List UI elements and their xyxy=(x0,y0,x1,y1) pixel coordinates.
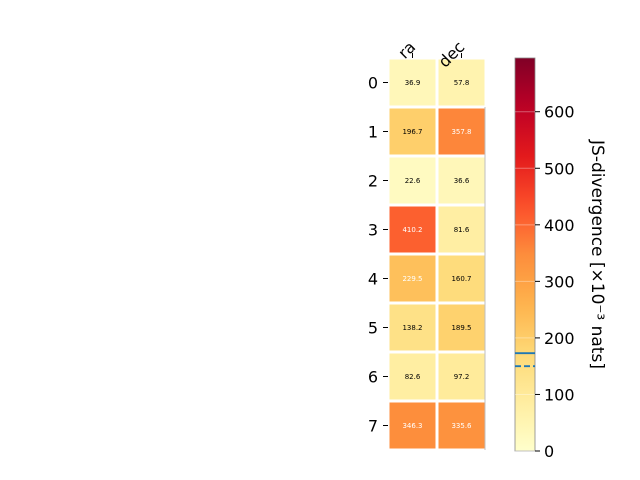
heatmap-cell xyxy=(389,157,436,204)
cell-value-label: 57.8 xyxy=(454,79,470,87)
colorbar-gradient xyxy=(514,57,536,452)
cell-value-label: 97.2 xyxy=(454,373,470,381)
colorbar-tick-label: 0 xyxy=(544,442,554,461)
row-tick-label: 0 xyxy=(368,74,378,93)
heatmap-cell xyxy=(438,206,485,253)
heatmap-cell xyxy=(438,59,485,106)
colorbar-tick-label: 300 xyxy=(544,272,575,291)
row-tick-label: 7 xyxy=(368,417,378,436)
cell-value-label: 196.7 xyxy=(402,128,422,136)
heatmap-cell xyxy=(438,108,485,155)
heatmap-cell xyxy=(438,353,485,400)
cell-value-label: 22.6 xyxy=(405,177,421,185)
column-tick-label: ra xyxy=(394,37,419,62)
colorbar-tick-label: 200 xyxy=(544,329,575,348)
cell-value-label: 357.8 xyxy=(451,128,471,136)
heatmap-cell xyxy=(389,255,436,302)
cell-value-label: 229.5 xyxy=(402,275,422,283)
cell-value-label: 160.7 xyxy=(451,275,471,283)
colorbar-label: JS-divergence [×10⁻³ nats] xyxy=(587,139,607,369)
colorbar: 0 100 200 300 400 500 600 JS-divergence [×10⁻³ … xyxy=(514,57,607,461)
colorbar-tick-label: 500 xyxy=(544,159,575,178)
heatmap-cell xyxy=(389,59,436,106)
row-tick-label: 3 xyxy=(368,221,378,240)
heatmap-cell xyxy=(389,353,436,400)
colorbar-tick-label: 100 xyxy=(544,385,575,404)
row-tick-label: 4 xyxy=(368,270,378,289)
cell-value-label: 36.6 xyxy=(454,177,470,185)
heatmap-cell xyxy=(438,304,485,351)
row-tick-label: 5 xyxy=(368,319,378,338)
cell-value-label: 189.5 xyxy=(451,324,471,332)
row-tick-label: 6 xyxy=(368,368,378,387)
cell-value-label: 410.2 xyxy=(402,226,422,234)
heatmap-cell xyxy=(389,206,436,253)
cell-value-label: 138.2 xyxy=(402,324,422,332)
cell-value-label: 346.3 xyxy=(402,422,422,430)
heatmap-cell xyxy=(389,402,436,449)
colorbar-tick-label: 600 xyxy=(544,103,575,122)
heatmap-cell xyxy=(438,402,485,449)
colorbar-tick-label: 400 xyxy=(544,216,575,235)
cell-value-label: 82.6 xyxy=(405,373,421,381)
heatmap-cells: 36.9 57.8 196.7 357.8 22.6 36.6 410.2 81.6 229.5… xyxy=(389,59,485,449)
heatmap-cell xyxy=(389,304,436,351)
cell-value-label: 335.6 xyxy=(451,422,472,430)
cell-value-label: 36.9 xyxy=(405,79,421,87)
row-tick-label: 2 xyxy=(368,172,378,191)
cell-value-label: 81.6 xyxy=(454,226,470,234)
heatmap-cell xyxy=(389,108,436,155)
heatmap-cell xyxy=(438,157,485,204)
row-tick-label: 1 xyxy=(368,123,378,142)
heatmap-cell xyxy=(438,255,485,302)
